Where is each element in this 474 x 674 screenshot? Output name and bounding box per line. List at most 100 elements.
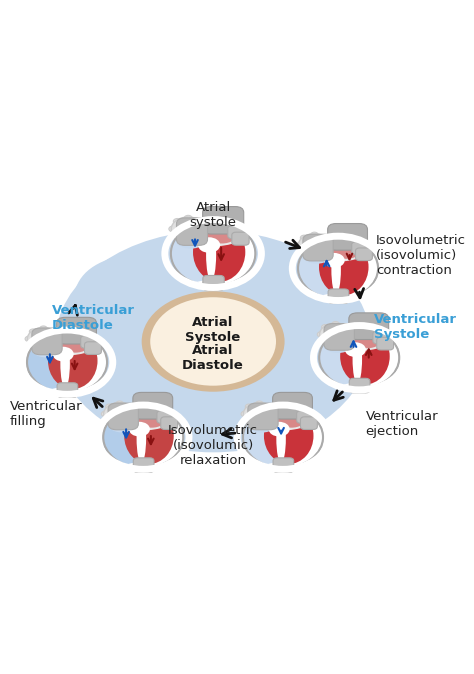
Circle shape xyxy=(301,235,308,241)
Text: Isovolumetric
(isovolumic)
relaxation: Isovolumetric (isovolumic) relaxation xyxy=(168,423,258,466)
Circle shape xyxy=(321,339,329,344)
Circle shape xyxy=(195,234,203,239)
Ellipse shape xyxy=(243,413,289,464)
Ellipse shape xyxy=(319,239,369,295)
Ellipse shape xyxy=(137,408,167,428)
Ellipse shape xyxy=(345,342,366,357)
FancyBboxPatch shape xyxy=(328,224,367,250)
FancyBboxPatch shape xyxy=(324,324,355,350)
FancyBboxPatch shape xyxy=(84,342,101,355)
Text: Atrial
systole: Atrial systole xyxy=(190,202,237,229)
Circle shape xyxy=(27,328,59,350)
Ellipse shape xyxy=(103,413,149,464)
Text: Ventricular
filling: Ventricular filling xyxy=(10,400,82,427)
Ellipse shape xyxy=(48,333,98,389)
Circle shape xyxy=(29,343,37,348)
Text: Atrial
Systole: Atrial Systole xyxy=(185,315,241,344)
Circle shape xyxy=(169,226,177,232)
Circle shape xyxy=(319,323,352,346)
Ellipse shape xyxy=(298,244,344,295)
Circle shape xyxy=(321,249,328,255)
Ellipse shape xyxy=(264,408,313,464)
FancyBboxPatch shape xyxy=(349,313,389,340)
Ellipse shape xyxy=(269,422,290,437)
Ellipse shape xyxy=(31,329,100,355)
FancyBboxPatch shape xyxy=(373,331,390,344)
Circle shape xyxy=(246,419,253,424)
Ellipse shape xyxy=(276,408,307,428)
Ellipse shape xyxy=(124,408,174,464)
Polygon shape xyxy=(55,228,371,448)
Ellipse shape xyxy=(276,415,286,462)
FancyBboxPatch shape xyxy=(228,226,245,239)
FancyBboxPatch shape xyxy=(157,410,174,423)
Text: Ventricular
Systole: Ventricular Systole xyxy=(374,313,457,340)
Text: Isovolumetric
(isovolumic)
contraction: Isovolumetric (isovolumic) contraction xyxy=(376,235,466,277)
Ellipse shape xyxy=(137,415,146,462)
FancyBboxPatch shape xyxy=(349,378,370,393)
Text: Ventricular
Diastole: Ventricular Diastole xyxy=(52,304,135,332)
FancyBboxPatch shape xyxy=(133,458,154,472)
Circle shape xyxy=(255,421,263,427)
Circle shape xyxy=(243,402,275,425)
Circle shape xyxy=(184,216,192,221)
Ellipse shape xyxy=(352,328,383,348)
Circle shape xyxy=(40,326,47,332)
Circle shape xyxy=(50,343,57,348)
Ellipse shape xyxy=(198,237,220,253)
Circle shape xyxy=(54,336,62,342)
Ellipse shape xyxy=(53,346,73,361)
Ellipse shape xyxy=(298,237,378,299)
Ellipse shape xyxy=(60,340,70,388)
Circle shape xyxy=(173,234,182,239)
FancyBboxPatch shape xyxy=(32,328,62,355)
Ellipse shape xyxy=(247,404,315,431)
Text: Ventricular
ejection: Ventricular ejection xyxy=(365,410,438,438)
Circle shape xyxy=(310,253,318,258)
FancyBboxPatch shape xyxy=(273,392,312,419)
FancyBboxPatch shape xyxy=(356,248,373,261)
Circle shape xyxy=(270,411,278,417)
Circle shape xyxy=(325,243,333,248)
Circle shape xyxy=(346,332,354,337)
Ellipse shape xyxy=(245,407,279,433)
Circle shape xyxy=(126,404,134,409)
Ellipse shape xyxy=(324,253,345,268)
Ellipse shape xyxy=(175,218,247,247)
Circle shape xyxy=(40,346,47,352)
FancyBboxPatch shape xyxy=(176,218,208,245)
FancyBboxPatch shape xyxy=(377,337,393,350)
Ellipse shape xyxy=(302,235,371,262)
FancyBboxPatch shape xyxy=(301,417,317,429)
Circle shape xyxy=(184,237,192,243)
Ellipse shape xyxy=(171,221,255,286)
Ellipse shape xyxy=(173,222,209,249)
Circle shape xyxy=(106,419,113,424)
Circle shape xyxy=(173,218,182,224)
Circle shape xyxy=(321,235,328,241)
FancyBboxPatch shape xyxy=(328,289,349,303)
Circle shape xyxy=(310,232,318,237)
Circle shape xyxy=(55,231,371,452)
Circle shape xyxy=(296,243,304,248)
FancyBboxPatch shape xyxy=(297,410,313,423)
Ellipse shape xyxy=(300,238,334,264)
Ellipse shape xyxy=(206,222,238,243)
FancyBboxPatch shape xyxy=(108,403,138,430)
FancyBboxPatch shape xyxy=(81,336,98,348)
FancyBboxPatch shape xyxy=(303,235,333,261)
Ellipse shape xyxy=(323,324,392,351)
Circle shape xyxy=(266,404,273,409)
Circle shape xyxy=(106,404,113,409)
Ellipse shape xyxy=(171,228,219,282)
Ellipse shape xyxy=(340,328,390,384)
FancyBboxPatch shape xyxy=(133,392,173,419)
Circle shape xyxy=(342,339,350,344)
Circle shape xyxy=(150,297,276,386)
Circle shape xyxy=(116,421,123,427)
FancyBboxPatch shape xyxy=(57,383,78,397)
Ellipse shape xyxy=(27,332,107,393)
Text: Atrial
Diastole: Atrial Diastole xyxy=(182,344,244,372)
Ellipse shape xyxy=(319,334,365,384)
Circle shape xyxy=(332,321,339,327)
